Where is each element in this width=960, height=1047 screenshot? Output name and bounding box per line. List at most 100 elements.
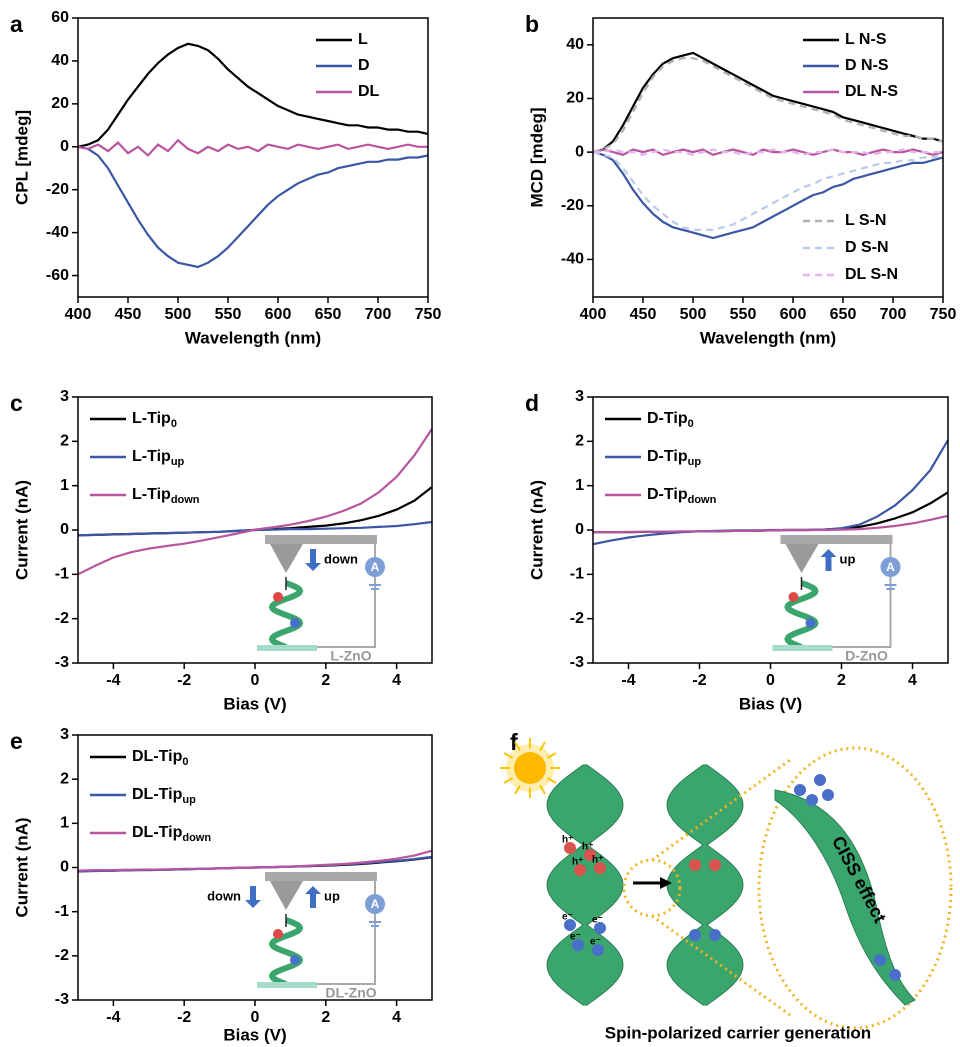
hole [564, 842, 576, 854]
carrier [689, 859, 701, 871]
hole-label: h⁺ [592, 855, 603, 866]
x-tick-label: 750 [930, 306, 957, 323]
y-tick-label: -20 [561, 197, 584, 214]
x-tick-label: 2 [837, 672, 846, 689]
substrate-label: L-ZnO [330, 648, 371, 664]
x-tick-label: 4 [392, 1009, 401, 1026]
y-tick-label: -1 [570, 566, 584, 583]
x-tick-label: 450 [115, 306, 142, 323]
y-tick-label: 2 [60, 433, 69, 450]
plot-frame [77, 396, 433, 664]
series-line [77, 138, 428, 157]
electron-label: e⁻ [592, 915, 603, 926]
electron-label: e⁻ [590, 937, 601, 948]
x-tick-label: 0 [251, 672, 260, 689]
legend-subscript: 0 [688, 418, 694, 430]
x-tick-label: 500 [680, 306, 707, 323]
helix [268, 580, 304, 650]
arrow-label: up [324, 888, 340, 903]
x-tick-label: -2 [692, 672, 706, 689]
y-axis-label: Current (nA) [12, 480, 31, 580]
y-tick-label: 1 [60, 477, 69, 494]
series-line [592, 51, 944, 154]
sun-ray [514, 784, 521, 795]
legend-name: D N-S [845, 57, 889, 74]
legend-name: D S-N [845, 239, 889, 256]
legend-subscript: up [171, 456, 185, 468]
legend-label: D N-S [845, 57, 889, 74]
spin [805, 618, 816, 628]
y-tick-label: 2 [575, 433, 584, 450]
tip [270, 881, 303, 910]
helix [784, 580, 819, 650]
x-tick-label: 4 [908, 672, 917, 689]
series-line [77, 849, 433, 872]
caption: Spin-polarized carrier generation [605, 1023, 871, 1042]
series-line [593, 514, 949, 534]
x-tick-label: 550 [730, 306, 757, 323]
legend-label: D-Tipup [647, 448, 701, 468]
spin-arrow-icon [245, 886, 261, 908]
y-tick-label: -1 [55, 903, 69, 920]
legend-label: D-Tipdown [647, 486, 717, 506]
legend-name: DL-Tip [132, 786, 183, 803]
wire [317, 881, 376, 985]
y-axis-label: MCD [mdeg] [527, 107, 546, 207]
y-tick-label: -2 [570, 610, 584, 627]
x-tick-label: 600 [265, 306, 292, 323]
hole-label: h⁺ [562, 835, 573, 846]
y-tick-label: -3 [55, 991, 69, 1008]
sun-ray [546, 752, 557, 759]
y-tick-label: 1 [60, 815, 69, 832]
meter [365, 894, 385, 914]
legend-name: D [358, 57, 370, 74]
panel-label: d [525, 390, 539, 416]
legend-subscript: 0 [182, 756, 188, 768]
y-tick-label: 3 [60, 726, 69, 743]
x-tick-label: 650 [315, 306, 342, 323]
legend-subscript: down [688, 494, 717, 506]
carrier [709, 929, 721, 941]
spin-carrier [822, 789, 834, 801]
y-tick-label: -40 [46, 224, 69, 241]
y-axis-label: CPL [mdeg] [12, 110, 31, 205]
carrier [709, 859, 721, 871]
legend-subscript: down [171, 494, 200, 506]
meter [365, 557, 385, 577]
spin-carrier [806, 794, 818, 806]
legend-label: L-Tip0 [132, 410, 177, 430]
series-line [592, 151, 944, 231]
electron [572, 939, 584, 951]
x-tick-label: 0 [251, 1009, 260, 1026]
series-line [592, 148, 944, 156]
x-tick-label: -4 [106, 1009, 120, 1026]
legend-name: DL-Tip [132, 824, 183, 841]
x-tick-label: 750 [415, 306, 442, 323]
plot-frame [592, 396, 949, 664]
x-tick-label: 400 [580, 306, 607, 323]
legend-name: L-Tip [132, 448, 171, 465]
legend-subscript: down [182, 832, 211, 844]
meter [880, 557, 901, 577]
legend-label: L-Tipup [132, 448, 185, 468]
helix [268, 917, 304, 987]
substrate [257, 645, 317, 651]
x-tick-label: 2 [321, 672, 330, 689]
spin-arrow-icon [305, 886, 321, 908]
legend-name: D-Tip [647, 410, 688, 427]
spin-carrier [874, 954, 886, 966]
helix-ribbon [546, 764, 624, 1006]
spin [290, 618, 300, 628]
plot-frame [77, 734, 433, 1001]
y-tick-label: -20 [46, 181, 69, 198]
legend-label: DL S-N [845, 266, 898, 283]
y-tick-label: 0 [575, 143, 584, 160]
electron [592, 944, 604, 956]
legend-name: L-Tip [132, 486, 171, 503]
ciss-ribbon [774, 789, 916, 1006]
substrate-label: DL-ZnO [325, 985, 376, 1001]
legend-label: DL [358, 83, 380, 100]
y-axis-label: Current (nA) [12, 817, 31, 917]
spin [788, 592, 799, 602]
